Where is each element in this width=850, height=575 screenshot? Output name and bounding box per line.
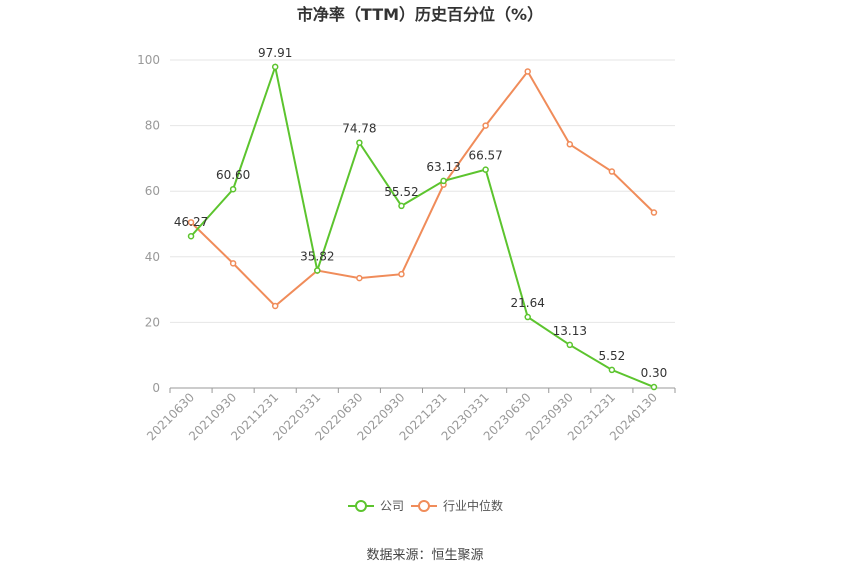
- data-label: 60.60: [216, 168, 250, 182]
- legend-industry-swatch-dot: [418, 500, 430, 512]
- y-tick-label: 40: [145, 250, 160, 264]
- series-0-point[interactable]: [650, 383, 658, 391]
- series-0-point[interactable]: [608, 366, 616, 374]
- data-label: 21.64: [511, 296, 545, 310]
- y-tick-label: 0: [152, 381, 160, 395]
- y-tick-label: 80: [145, 119, 160, 133]
- data-label: 5.52: [599, 349, 626, 363]
- series-1-point[interactable]: [187, 219, 195, 226]
- series-1-point[interactable]: [482, 122, 489, 129]
- y-tick-label: 100: [137, 53, 160, 67]
- y-axis: 0 20 40 60 80 100: [137, 53, 160, 395]
- legend-company-label: 公司: [380, 499, 404, 513]
- series-0-point[interactable]: [566, 341, 574, 349]
- series-line-0: [190, 63, 655, 388]
- data-label: 0.30: [641, 366, 668, 380]
- series-1-point[interactable]: [566, 141, 574, 148]
- series-0-point[interactable]: [440, 177, 447, 185]
- data-label: 97.91: [258, 46, 292, 60]
- series-0-point[interactable]: [482, 166, 489, 173]
- series-0-point[interactable]: [398, 202, 405, 210]
- series-1-point[interactable]: [524, 68, 531, 75]
- series-1-point[interactable]: [271, 302, 279, 310]
- data-label: 35.82: [300, 250, 334, 264]
- data-label: 13.13: [553, 324, 587, 338]
- series-0-point[interactable]: [314, 267, 321, 274]
- series-0-point[interactable]: [356, 139, 363, 146]
- series-1-point[interactable]: [608, 168, 616, 175]
- series-1-point[interactable]: [356, 274, 363, 282]
- series-1-point[interactable]: [229, 260, 237, 267]
- chart-title: 市净率（TTM）历史百分位（%）: [297, 5, 543, 24]
- data-labels: 46.27 60.60 97.91 35.82 74.78 55.52 63.13 66.57…: [174, 46, 667, 380]
- y-tick-label: 60: [145, 184, 160, 198]
- data-label: 66.57: [468, 149, 502, 163]
- series-layer: [187, 63, 658, 391]
- series-line-1: [190, 69, 655, 308]
- y-tick-label: 20: [145, 315, 160, 329]
- series-1-point[interactable]: [650, 209, 658, 216]
- data-label: 74.78: [342, 122, 376, 136]
- grid: [170, 59, 675, 323]
- series-0-point[interactable]: [524, 313, 531, 321]
- data-label: 55.52: [384, 185, 418, 199]
- series-0-point[interactable]: [271, 63, 279, 71]
- series-0-point[interactable]: [187, 232, 195, 240]
- data-label: 46.27: [174, 215, 208, 229]
- series-0-point[interactable]: [229, 185, 237, 193]
- data-label: 63.13: [426, 160, 460, 174]
- legend-item-industry-median[interactable]: 行业中位数: [411, 498, 503, 513]
- x-axis: 2021063020210930202112312022033120220630…: [144, 387, 676, 443]
- legend-item-company[interactable]: 公司: [348, 499, 404, 513]
- legend-company-swatch-dot: [355, 500, 367, 512]
- series-1-point[interactable]: [398, 270, 405, 278]
- legend[interactable]: 公司 行业中位数: [348, 498, 503, 513]
- data-source: 数据来源：恒生聚源: [366, 548, 483, 563]
- legend-industry-label: 行业中位数: [443, 498, 503, 513]
